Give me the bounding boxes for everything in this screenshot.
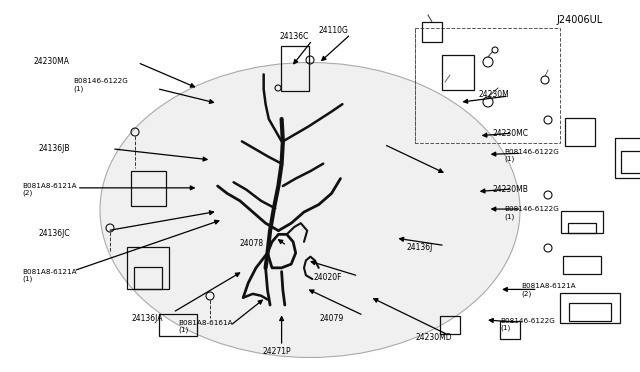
Text: 24136J: 24136J bbox=[406, 243, 433, 252]
Text: 24230MB: 24230MB bbox=[493, 185, 529, 194]
Bar bbox=[621, 151, 640, 173]
Text: B08146-6122G
(1): B08146-6122G (1) bbox=[504, 206, 559, 219]
Text: 24136JC: 24136JC bbox=[38, 229, 70, 238]
Bar bbox=[565, 118, 595, 146]
Bar bbox=[440, 316, 460, 334]
Bar bbox=[131, 170, 166, 205]
Text: B081A8-6121A
(2): B081A8-6121A (2) bbox=[22, 183, 77, 196]
Bar bbox=[500, 321, 520, 339]
Text: B08146-6122G
(1): B08146-6122G (1) bbox=[504, 149, 559, 162]
Text: 24136JB: 24136JB bbox=[38, 144, 70, 153]
Bar bbox=[127, 247, 169, 289]
Bar bbox=[615, 138, 640, 178]
Ellipse shape bbox=[100, 62, 520, 357]
Text: 24110G: 24110G bbox=[318, 26, 348, 35]
Text: B081A8-6121A
(2): B081A8-6121A (2) bbox=[522, 283, 576, 297]
Bar bbox=[568, 223, 596, 233]
Text: 24079: 24079 bbox=[320, 314, 344, 323]
Text: B081A8-6121A
(1): B081A8-6121A (1) bbox=[22, 269, 77, 282]
Bar bbox=[134, 267, 162, 289]
Bar bbox=[569, 303, 611, 321]
Bar bbox=[563, 256, 601, 274]
Text: 24020F: 24020F bbox=[314, 273, 342, 282]
Bar bbox=[442, 55, 474, 90]
Bar bbox=[561, 211, 603, 233]
Text: 24136C: 24136C bbox=[279, 32, 308, 41]
Text: 24271P: 24271P bbox=[262, 347, 291, 356]
Text: 24230MA: 24230MA bbox=[33, 57, 69, 66]
Text: 24230MC: 24230MC bbox=[493, 129, 529, 138]
Text: 24136JA: 24136JA bbox=[132, 314, 163, 323]
Text: 24230MD: 24230MD bbox=[416, 333, 452, 342]
Bar bbox=[415, 28, 560, 143]
Bar bbox=[422, 22, 442, 42]
Bar bbox=[281, 45, 309, 90]
Text: B08146-6122G
(1): B08146-6122G (1) bbox=[500, 318, 556, 331]
Text: J24006UL: J24006UL bbox=[557, 16, 603, 25]
Bar bbox=[159, 314, 197, 336]
Text: B081A8-6161A
(1): B081A8-6161A (1) bbox=[178, 320, 232, 333]
Text: B08146-6122G
(1): B08146-6122G (1) bbox=[74, 78, 129, 92]
Bar bbox=[560, 293, 620, 323]
Text: 24078: 24078 bbox=[240, 239, 264, 248]
Text: 24230M: 24230M bbox=[479, 90, 509, 99]
